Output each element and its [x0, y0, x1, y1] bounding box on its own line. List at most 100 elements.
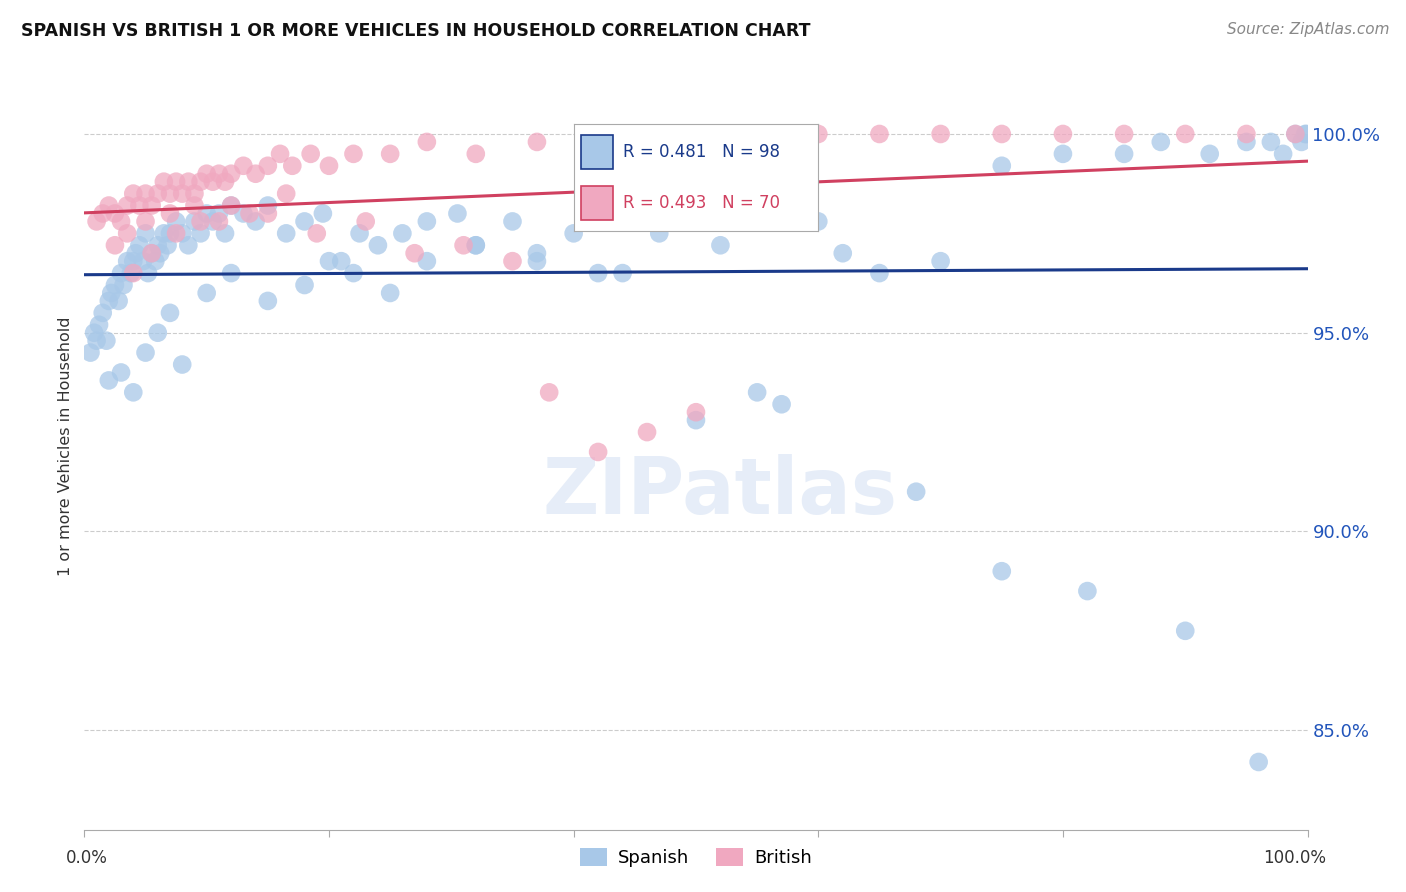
Point	[104, 238, 127, 252]
Text: 0.0%: 0.0%	[66, 849, 108, 867]
Point	[219, 266, 242, 280]
Point	[149, 246, 172, 260]
Text: ZIPatlas: ZIPatlas	[543, 454, 898, 530]
Point	[453, 238, 475, 252]
Point	[219, 198, 242, 212]
Point	[122, 186, 145, 201]
Point	[115, 227, 138, 241]
Point	[1295, 127, 1317, 141]
Point	[1076, 584, 1098, 599]
Point	[107, 293, 129, 308]
Point	[416, 135, 439, 149]
Point	[1291, 135, 1313, 149]
Point	[201, 214, 224, 228]
Point	[146, 238, 169, 252]
Point	[195, 285, 218, 300]
Point	[214, 175, 236, 189]
Point	[1272, 146, 1295, 161]
Point	[294, 214, 316, 228]
Point	[526, 254, 548, 268]
Point	[391, 227, 413, 241]
Point	[685, 405, 707, 419]
Point	[1052, 146, 1074, 161]
Point	[159, 306, 181, 320]
Point	[172, 186, 194, 201]
Text: 100.0%: 100.0%	[1263, 849, 1326, 867]
Point	[257, 198, 280, 212]
Point	[91, 306, 114, 320]
Point	[190, 175, 212, 189]
Point	[86, 214, 108, 228]
Point	[122, 385, 145, 400]
Point	[97, 373, 120, 387]
Point	[141, 246, 163, 260]
Point	[1247, 755, 1270, 769]
Point	[165, 175, 187, 189]
Point	[141, 246, 163, 260]
Point	[177, 238, 200, 252]
Point	[502, 214, 524, 228]
Point	[1114, 146, 1136, 161]
Point	[1260, 135, 1282, 149]
Point	[1114, 127, 1136, 141]
Point	[183, 198, 205, 212]
Point	[276, 186, 298, 201]
Point	[104, 278, 127, 293]
Point	[125, 246, 148, 260]
Point	[86, 334, 108, 348]
Point	[195, 206, 218, 220]
Point	[416, 254, 439, 268]
Point	[342, 266, 364, 280]
Point	[299, 146, 322, 161]
Point	[869, 266, 891, 280]
Point	[905, 484, 928, 499]
Point	[183, 214, 205, 228]
Point	[96, 334, 118, 348]
Point	[97, 293, 120, 308]
Point	[135, 227, 157, 241]
Point	[136, 266, 159, 280]
Point	[685, 413, 707, 427]
Point	[245, 167, 267, 181]
Point	[991, 564, 1014, 578]
Point	[1174, 127, 1197, 141]
Point	[120, 266, 142, 280]
Point	[122, 266, 145, 280]
Point	[219, 198, 242, 212]
Point	[165, 214, 187, 228]
Point	[146, 326, 169, 340]
Point	[991, 127, 1014, 141]
Point	[929, 254, 952, 268]
Point	[115, 198, 138, 212]
Point	[404, 246, 426, 260]
Point	[79, 345, 101, 359]
Point	[135, 186, 157, 201]
Point	[342, 146, 364, 161]
Point	[721, 127, 744, 141]
Point	[380, 285, 402, 300]
Point	[709, 238, 731, 252]
Point	[526, 135, 548, 149]
Point	[232, 206, 254, 220]
Point	[257, 159, 280, 173]
Point	[586, 135, 609, 149]
Point	[97, 198, 120, 212]
Point	[122, 254, 145, 268]
Point	[446, 206, 468, 220]
Point	[159, 227, 181, 241]
Point	[110, 214, 132, 228]
Point	[159, 206, 181, 220]
Point	[1284, 127, 1306, 141]
Point	[190, 214, 212, 228]
Point	[232, 159, 254, 173]
Point	[807, 214, 830, 228]
Point	[1174, 624, 1197, 638]
Point	[172, 227, 194, 241]
Point	[219, 167, 242, 181]
Point	[562, 227, 585, 241]
Point	[1294, 127, 1316, 141]
Point	[91, 206, 114, 220]
Legend: Spanish, British: Spanish, British	[572, 840, 820, 874]
Point	[257, 293, 280, 308]
Point	[208, 214, 231, 228]
